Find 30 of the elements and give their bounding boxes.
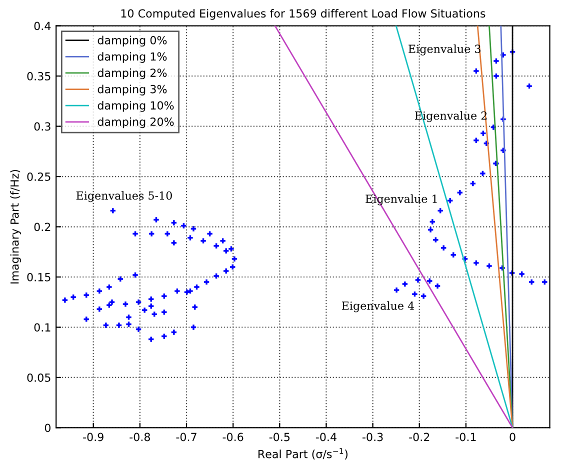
- x-tick-label: -0.7: [176, 432, 196, 442]
- y-tick-label: 0.4: [34, 22, 51, 30]
- legend-label: damping 1%: [98, 52, 167, 63]
- x-tick-label: -0.8: [130, 432, 150, 442]
- y-tick-label: 0: [44, 424, 50, 432]
- y-axis-title: Imaginary Part (f/Hz): [10, 170, 21, 284]
- x-axis-title: Real Part (σ/s$^{−1}$): [258, 448, 348, 460]
- x-tick-label: -0.5: [269, 432, 290, 442]
- y-tick-label: 0.35: [27, 72, 50, 80]
- y-tick-label: 0.25: [27, 172, 50, 181]
- annotation: Eigenvalues 5-10: [76, 191, 172, 202]
- legend-label: damping 0%: [98, 36, 167, 47]
- legend-label: damping 20%: [98, 117, 174, 128]
- x-tick-label: 0: [510, 432, 516, 442]
- x-tick-label: -0.3: [362, 432, 383, 442]
- y-tick-label: 0.3: [34, 122, 50, 131]
- y-tick-label: 0.1: [34, 323, 50, 332]
- legend-label: damping 2%: [98, 68, 167, 80]
- y-tick-label: 0.15: [27, 272, 50, 282]
- x-tick-label: -0.9: [83, 432, 104, 442]
- y-tick-label: 0.05: [27, 373, 50, 382]
- x-tick-label: -0.4: [316, 432, 336, 442]
- x-tick-label: -0.6: [222, 432, 244, 442]
- annotation: Eigenvalue 4: [342, 301, 414, 312]
- y-tick-label: 0.2: [34, 222, 50, 232]
- legend-label: damping 10%: [98, 101, 174, 112]
- x-tick-label: -0.1: [456, 432, 476, 442]
- legend-label: damping 3%: [98, 84, 167, 96]
- chart-title: 10 Computed Eigenvalues for 1569 different Load Flow Situations: [121, 9, 486, 20]
- x-tick-label: -0.2: [409, 432, 430, 442]
